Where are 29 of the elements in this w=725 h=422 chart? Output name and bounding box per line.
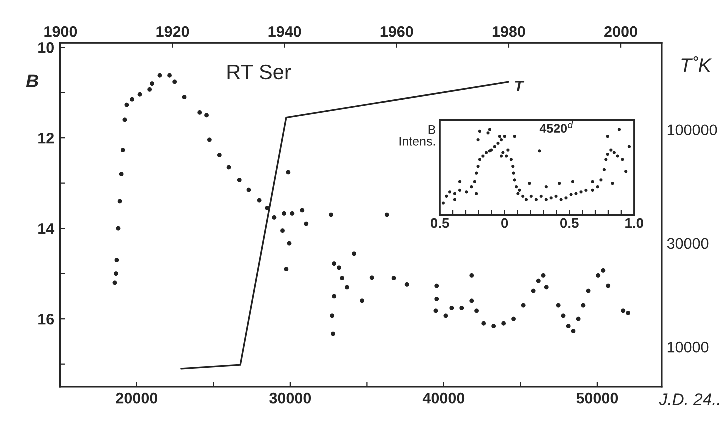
y-tick-label: 16 <box>38 314 54 325</box>
x2-tick-label: 1940 <box>268 26 302 38</box>
x-tick-label: 40000 <box>422 392 465 404</box>
x-tick-label: 0 <box>502 218 508 228</box>
y-axis-title: B <box>26 74 38 88</box>
x2-tick-label: 2000 <box>604 26 638 38</box>
y-tick-label: 10 <box>38 42 54 54</box>
y2-tick-label: 100000 <box>668 124 718 136</box>
x-tick-label: 20000 <box>116 392 158 404</box>
y-tick-label: 14 <box>38 224 55 234</box>
line-series <box>180 81 510 370</box>
series-label: T <box>515 81 525 92</box>
x-tick-label: 30000 <box>270 392 312 404</box>
y-axis-title: B Intens. <box>400 125 436 146</box>
y2-tick-label: 30000 <box>667 238 709 250</box>
x-tick-label: 1.0 <box>626 218 644 228</box>
y2-axis-title: T˚K <box>682 56 712 72</box>
y2-tick-label: 10000 <box>668 342 709 353</box>
x2-tick-label: 1920 <box>156 26 190 38</box>
x-tick-label: 0.5 <box>560 218 579 228</box>
annotation: 4520$^{d}$ <box>540 121 574 134</box>
x-tick-label: 0.5 <box>430 218 450 228</box>
x-tick-label: 50000 <box>576 392 618 404</box>
x-axis-title: J.D. 24.. <box>659 394 720 406</box>
y-tick-label: 12 <box>38 132 54 144</box>
annotation: RT Ser <box>228 64 292 80</box>
x2-tick-label: 1960 <box>380 26 414 38</box>
x2-tick-label: 1900 <box>44 26 78 38</box>
x2-tick-label: 1980 <box>492 26 526 38</box>
